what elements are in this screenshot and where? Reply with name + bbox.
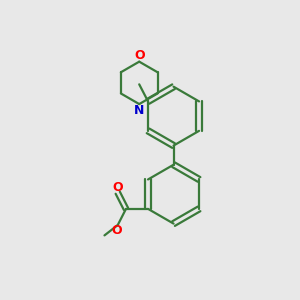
Text: O: O [134,49,145,62]
Text: O: O [111,224,122,238]
Text: N: N [134,104,144,117]
Text: O: O [112,181,123,194]
